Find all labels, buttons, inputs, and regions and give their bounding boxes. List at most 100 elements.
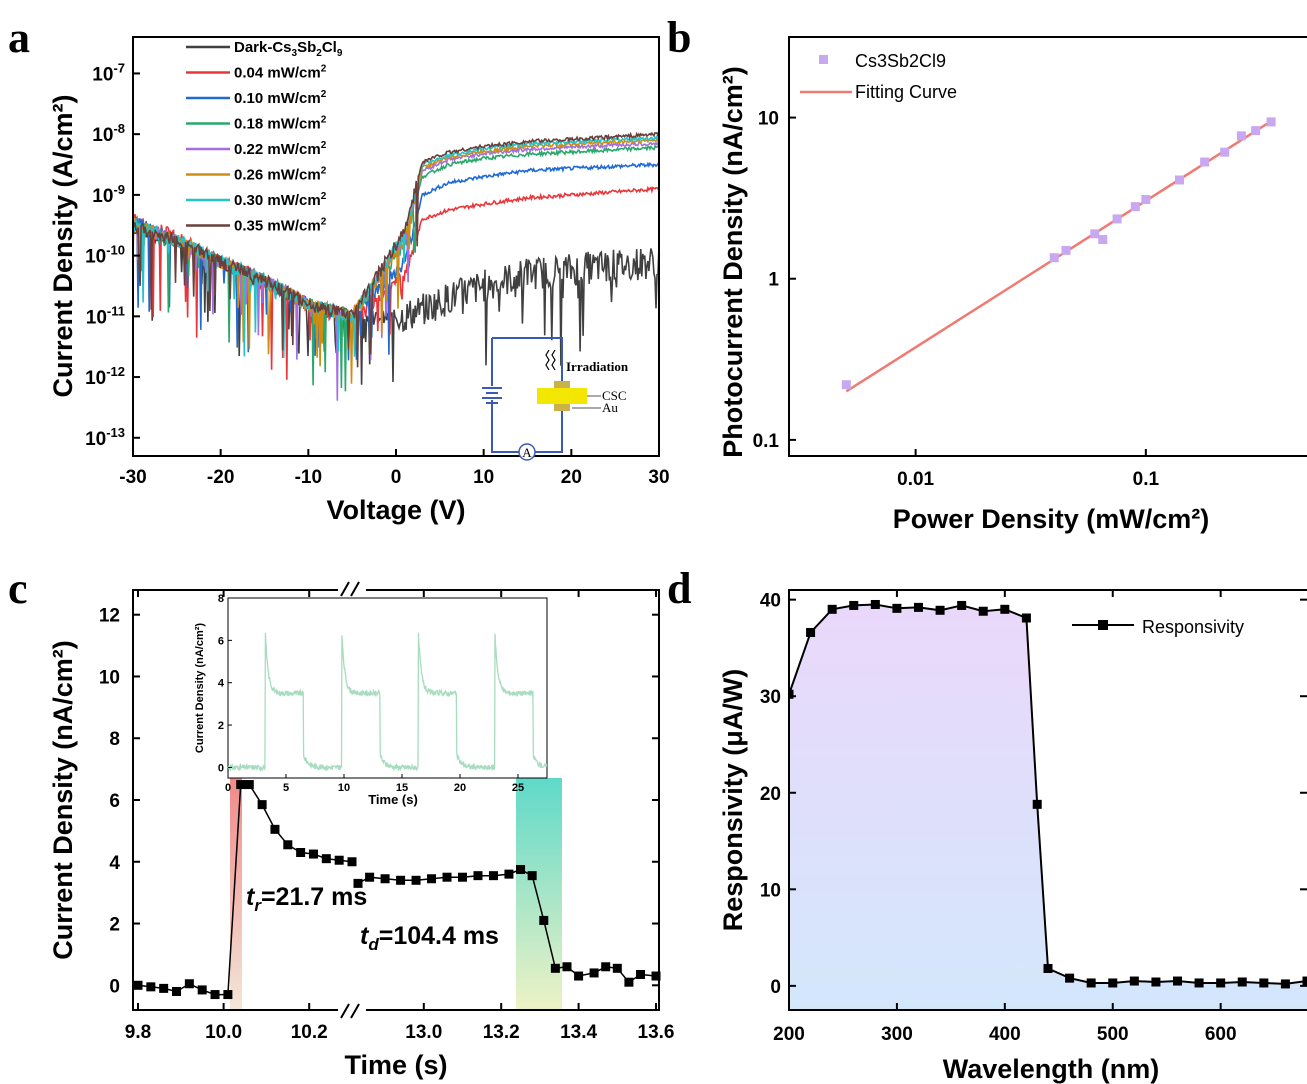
data-point [396, 875, 406, 885]
irradiation-icon [545, 349, 556, 371]
data-point [1173, 976, 1182, 986]
inset-frame [227, 597, 548, 779]
legend-label-responsivity: Responsivity [1142, 617, 1244, 637]
legend-label-2: 0.10 mW/cm2 [234, 89, 327, 107]
circuit-diagram: Irradiation CSC Au A [482, 337, 629, 461]
data-point [236, 780, 246, 790]
panel-a-x-ticks: -30 -20 -10 0 10 20 30 [119, 449, 670, 488]
y-tick-label: 10 [758, 109, 779, 130]
y-tick-label: 0.1 [753, 431, 780, 452]
data-point [488, 871, 498, 881]
data-point [1302, 976, 1307, 986]
x-tick-label: 500 [1097, 1024, 1129, 1045]
inset-x-ticks: 0 5 10 15 20 25 [225, 774, 524, 794]
y-tick-label: 10 [99, 667, 120, 688]
panel-b-x-label: Power Density (mW/cm²) [893, 504, 1210, 534]
data-point [1049, 253, 1059, 263]
data-point [806, 627, 816, 637]
panel-d-x-label: Wavelength (nm) [943, 1054, 1160, 1084]
panel-b-frame [788, 36, 1307, 457]
y-tick-label: 20 [760, 784, 781, 805]
panel-b-x-ticks: 0.01 0.1 [897, 449, 1159, 490]
panel-a-legend: Dark-Cs3Sb2Cl9 0.04 mW/cm2 0.10 mW/cm2 0.18… [186, 39, 343, 235]
csc-label: CSC [602, 388, 627, 403]
panel-c-frame [132, 589, 660, 1011]
legend-label-fit: Fitting Curve [855, 82, 957, 102]
y-tick-label: 4 [109, 853, 120, 874]
data-point [1043, 963, 1053, 973]
inset-photoresponse-curve [227, 632, 548, 772]
x-tick-label: 200 [773, 1024, 805, 1045]
y-tick-label: 2 [109, 915, 120, 936]
x-tick-label: 10.2 [291, 1022, 328, 1043]
data-point [789, 689, 794, 699]
inset-x-tick-label: 10 [338, 782, 350, 794]
curve-light-7 [133, 131, 659, 368]
data-point [223, 990, 233, 1000]
data-point [347, 857, 357, 867]
legend-label-cs3sb2cl9: Cs3Sb2Cl9 [855, 51, 946, 71]
inset-y-tick-label: 4 [218, 678, 225, 690]
y-tick-label: 10-8 [92, 121, 125, 146]
panel-c-x-ticks: 9.8 10.0 10.2 13.0 13.2 13.4 13.6 [125, 590, 674, 1043]
inset-x-label: Time (s) [368, 792, 418, 807]
data-point [1216, 978, 1226, 988]
data-point [270, 824, 280, 834]
responsivity-area-fill [789, 604, 1307, 1010]
panel-b-plot-area [841, 117, 1276, 393]
x-tick-label: 13.4 [560, 1022, 597, 1043]
data-point [1141, 195, 1151, 205]
irradiation-label: Irradiation [566, 359, 629, 374]
inset-y-ticks: 0 2 4 6 8 [218, 593, 232, 774]
legend-label-4: 0.22 mW/cm2 [234, 140, 327, 158]
data-point [1200, 157, 1210, 167]
data-point [1236, 131, 1246, 141]
data-point [411, 875, 421, 885]
panel-b-y-ticks: 0.1 1 10 [753, 109, 796, 452]
x-tick-label: 20 [561, 467, 582, 488]
battery-icon [482, 386, 502, 404]
data-point [308, 849, 318, 859]
legend-label-6: 0.30 mW/cm2 [234, 191, 327, 209]
data-point [849, 600, 859, 610]
x-tick-label: 0.1 [1133, 469, 1160, 490]
panel-d: d 200 300 400 500 600 0 10 20 30 40 Wavelength (… [667, 564, 1307, 1084]
data-point [1237, 977, 1247, 987]
svg-text:td=104.4 ms: td=104.4 ms [360, 922, 499, 954]
data-point [1280, 979, 1290, 989]
legend-marker-responsivity [1098, 620, 1108, 630]
legend-label-7: 0.35 mW/cm2 [234, 217, 327, 235]
y-tick-label: 10-7 [92, 60, 125, 85]
panel-c-y-ticks: 0 2 4 6 8 10 12 [99, 606, 659, 997]
inset-y-label: Current Density (nA/cm²) [194, 623, 206, 754]
data-point [624, 977, 634, 987]
axis-break-marks [338, 580, 366, 1020]
x-tick-label: -20 [207, 467, 234, 488]
data-point [636, 969, 646, 979]
device-icon [537, 381, 587, 411]
inset-y-tick-label: 0 [218, 762, 224, 774]
data-point [1259, 978, 1269, 988]
data-point [1251, 126, 1261, 136]
panel-a-y-label: Current Density (A/cm²) [48, 94, 78, 397]
panel-c-plot-area [133, 780, 661, 1000]
panel-c-inset: 0 5 10 15 20 25 0 2 4 6 8 Time (s) Current Densit… [194, 593, 548, 807]
inset-y-tick-label: 8 [218, 593, 224, 605]
data-point [1151, 977, 1161, 987]
rise-time-value: =21.7 ms [261, 883, 367, 911]
data-point [527, 871, 537, 881]
data-point [159, 983, 169, 993]
panel-letter-a: a [8, 13, 30, 62]
data-point [1266, 117, 1276, 127]
data-point [870, 599, 880, 609]
data-point [257, 800, 267, 810]
legend-label-3: 0.18 mW/cm2 [234, 115, 327, 133]
data-point [841, 380, 851, 390]
panel-c-x-label: Time (s) [344, 1050, 447, 1080]
data-point [1174, 175, 1184, 185]
y-tick-label: 10-12 [85, 364, 125, 389]
inset-y-tick-label: 6 [218, 635, 224, 647]
data-point [427, 874, 437, 884]
panel-a-x-label: Voltage (V) [326, 495, 465, 525]
